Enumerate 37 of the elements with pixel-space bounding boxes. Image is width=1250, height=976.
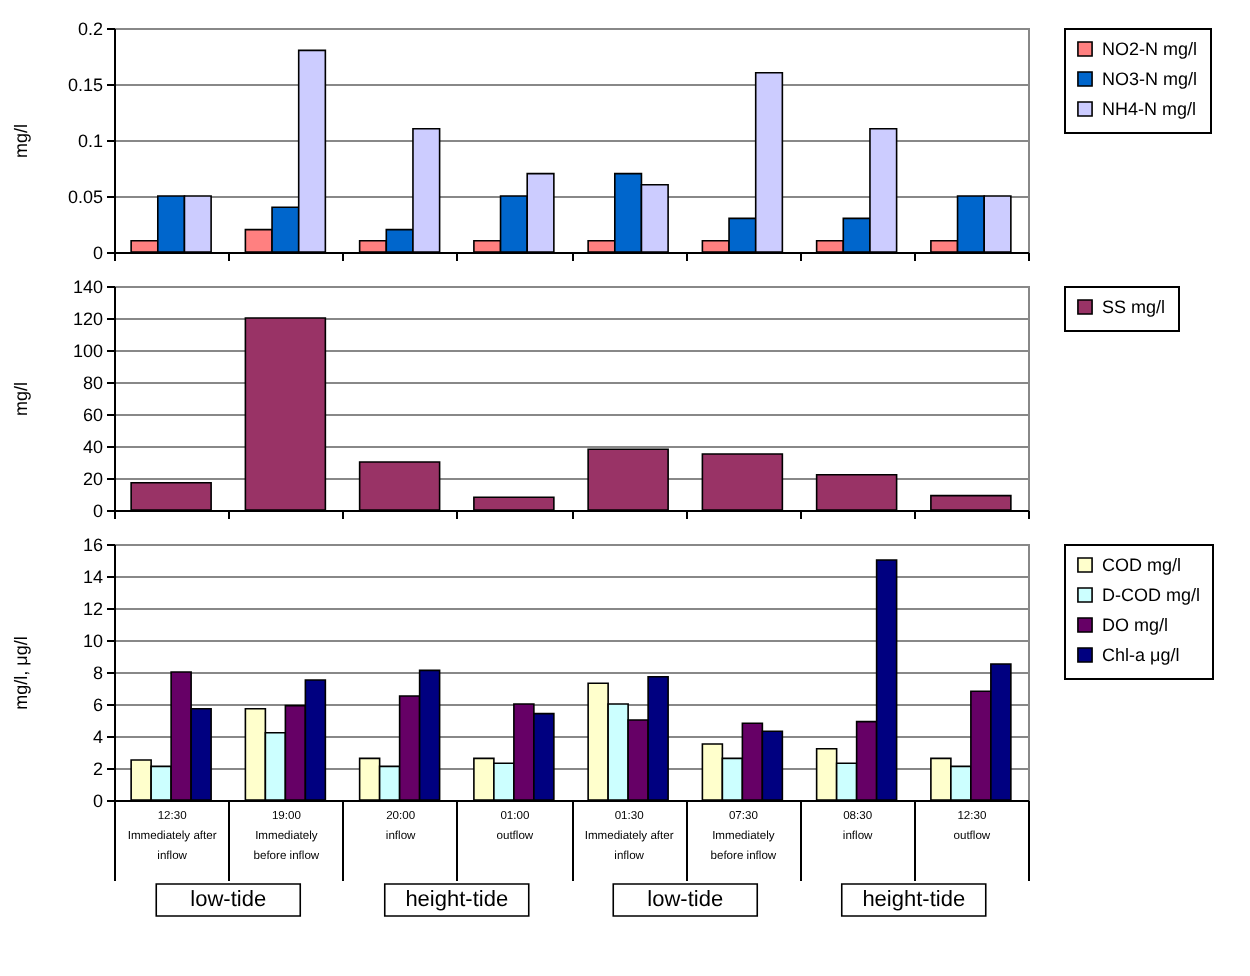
y-tick-label: 0.15: [67, 75, 103, 95]
y-tick-label: 40: [82, 437, 103, 457]
y-tick-label: 120: [72, 309, 103, 329]
y-tick-label: 0: [92, 791, 103, 811]
y-tick-label: 14: [82, 567, 103, 587]
legend-label: COD mg/l: [1102, 555, 1182, 575]
text: height-tide: [405, 888, 509, 912]
y-tick-label: 0: [92, 243, 103, 263]
text: low-tide: [190, 888, 267, 912]
y-tick-label: 0.05: [67, 187, 103, 207]
y-tick-label: 80: [82, 373, 103, 393]
legend-label: SS mg/l: [1102, 297, 1166, 317]
legend-label: NO2-N mg/l: [1102, 39, 1198, 59]
legend-label: NO3-N mg/l: [1102, 69, 1198, 89]
y-tick-label: 16: [82, 535, 103, 555]
y-tick-label: 6: [92, 695, 103, 715]
y-tick-label: 100: [72, 341, 103, 361]
y-tick-label: 8: [92, 663, 103, 683]
text: height-tide: [862, 888, 966, 912]
legend-label: Chl-a μg/l: [1102, 645, 1180, 665]
y-tick-label: 10: [82, 631, 103, 651]
y-tick-label: 2: [92, 759, 103, 779]
y-tick-label: 0.1: [77, 131, 103, 151]
y-axis-title: mg/l: [11, 381, 31, 417]
y-tick-label: 20: [82, 469, 103, 489]
y-tick-label: 12: [82, 599, 103, 619]
y-tick-label: 60: [82, 405, 103, 425]
y-tick-label: 140: [72, 277, 103, 297]
legend-label: DO mg/l: [1102, 615, 1169, 635]
y-tick-label: 0: [92, 501, 103, 521]
legend-label: NH4-N mg/l: [1102, 99, 1197, 119]
y-tick-label: 0.2: [77, 19, 103, 39]
text: low-tide: [647, 888, 724, 912]
y-axis-title: mg/l, μg/l: [11, 636, 31, 710]
y-axis-title: mg/l: [11, 123, 31, 159]
y-tick-label: 4: [92, 727, 103, 747]
legend-label: D-COD mg/l: [1102, 585, 1200, 605]
